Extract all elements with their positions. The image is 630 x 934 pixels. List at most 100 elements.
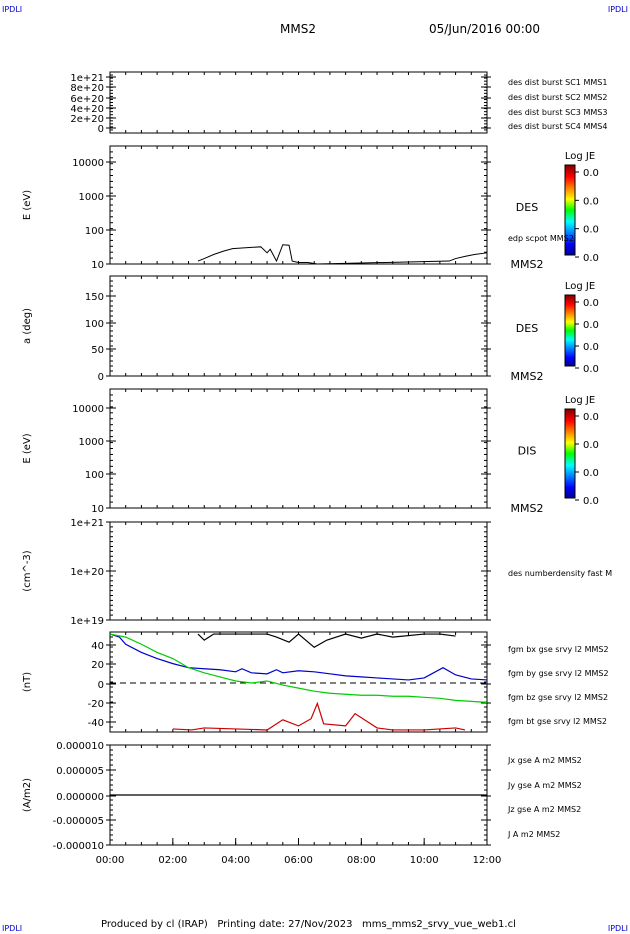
corner-label-bottom-right: IPDLI	[607, 924, 628, 933]
y-axis-label: (cm^-3)	[22, 550, 33, 591]
y-tick-label: 10000	[72, 158, 104, 169]
y-tick-label: -0.000010	[53, 841, 104, 852]
spacecraft-label: MMS2	[511, 502, 544, 515]
y-tick-label: 50	[91, 345, 104, 356]
colorbar-tick-label: 0.0	[583, 225, 599, 236]
y-tick-label: 1e+20	[70, 567, 104, 578]
panel-frame-6	[109, 631, 488, 733]
y-tick-label: 150	[85, 292, 104, 303]
legend-entry: Jx gse A m2 MMS2	[507, 756, 582, 765]
colorbar-title: Log JE	[565, 395, 595, 406]
colorbar-tick-label: 0.0	[583, 440, 599, 451]
spacecraft-title: MMS2	[280, 22, 316, 36]
colorbar-tick-label: 0.0	[583, 298, 599, 309]
legend-entry: fgm by gse srvy l2 MMS2	[508, 669, 609, 678]
legend-entry: fgm bx gse srvy l2 MMS2	[508, 645, 609, 654]
y-tick-label: 1e+21	[70, 518, 104, 529]
y-tick-label: 1000	[79, 437, 104, 448]
overlay-label: edp scpot MMS2	[508, 234, 574, 243]
x-tick-label: 12:00	[473, 855, 502, 866]
legend-entry: des dist burst SC1 MMS1	[508, 78, 607, 87]
y-tick-label: 10	[91, 504, 104, 515]
y-axis-label: a (deg)	[22, 308, 33, 344]
colorbar-title: Log JE	[565, 281, 595, 292]
y-axis-label: E (eV)	[22, 433, 33, 463]
colorbar	[564, 294, 576, 367]
instrument-label: DES	[516, 201, 538, 214]
series-line-1	[109, 633, 488, 681]
scpot-series	[197, 244, 488, 265]
y-axis-label: E (eV)	[22, 190, 33, 220]
panel-frame-5	[109, 521, 488, 621]
legend-entry: Jy gse A m2 MMS2	[507, 781, 582, 790]
x-tick-label: 00:00	[96, 855, 125, 866]
legend-entry: J A m2 MMS2	[507, 830, 560, 839]
colorbar	[564, 408, 576, 499]
legend-entry: Jz gse A m2 MMS2	[507, 805, 581, 814]
y-tick-label: 0	[98, 372, 104, 383]
colorbar-tick-label: 0.0	[583, 253, 599, 264]
x-tick-label: 02:00	[158, 855, 187, 866]
x-tick-label: 04:00	[221, 855, 250, 866]
legend-entry: des dist burst SC3 MMS3	[508, 108, 607, 117]
panel-frame-3	[109, 275, 488, 377]
spacecraft-label: MMS2	[511, 370, 544, 383]
legend-entry: des dist burst SC2 MMS2	[508, 93, 607, 102]
x-tick-label: 08:00	[347, 855, 376, 866]
y-axis-label: (nT)	[22, 672, 33, 692]
colorbar-tick-label: 0.0	[583, 342, 599, 353]
instrument-label: DES	[516, 322, 538, 335]
corner-label-bottom-left: IPDLI	[2, 924, 23, 933]
series-line-2	[109, 633, 488, 704]
y-tick-label: -0.000005	[53, 816, 104, 827]
corner-label-top-right: IPDLI	[607, 5, 628, 14]
series-line-4	[197, 633, 456, 649]
y-tick-label: -20	[88, 699, 104, 710]
spacecraft-label: MMS2	[511, 258, 544, 271]
y-axis-label: (A/m2)	[22, 778, 33, 812]
y-tick-label: 0.000010	[56, 741, 104, 752]
y-tick-label: 40	[91, 641, 104, 652]
colorbar-tick-label: 0.0	[583, 412, 599, 423]
y-tick-label: 1000	[79, 192, 104, 203]
x-tick-label: 10:00	[410, 855, 439, 866]
y-tick-label: 1e+21	[70, 73, 104, 84]
y-tick-label: 20	[91, 660, 104, 671]
y-tick-label: 1e+19	[70, 616, 104, 627]
y-tick-label: 0	[98, 124, 104, 135]
y-tick-label: 0.000005	[56, 766, 104, 777]
colorbar-tick-label: 0.0	[583, 364, 599, 375]
colorbar-title: Log JE	[565, 151, 595, 162]
date-title: 05/Jun/2016 00:00	[429, 22, 541, 36]
legend-entry: fgm bz gse srvy l2 MMS2	[508, 693, 608, 702]
colorbar-tick-label: 0.0	[583, 320, 599, 331]
y-tick-label: 8e+20	[70, 83, 104, 94]
y-tick-label: 100	[85, 319, 104, 330]
panel-frame-4	[109, 388, 488, 509]
legend-entry: fgm bt gse srvy l2 MMS2	[508, 717, 607, 726]
panel-frame-1	[109, 71, 488, 134]
y-tick-label: 100	[85, 226, 104, 237]
colorbar-tick-label: 0.0	[583, 496, 599, 507]
footer-credits: Produced by cl (IRAP) Printing date: 27/…	[101, 919, 516, 930]
y-tick-label: 10000	[72, 404, 104, 415]
x-tick-label: 06:00	[284, 855, 313, 866]
y-tick-label: 10	[91, 260, 104, 271]
y-tick-label: 100	[85, 470, 104, 481]
instrument-label: DIS	[518, 445, 537, 458]
y-tick-label: -40	[88, 718, 104, 729]
series-line-3	[172, 701, 466, 731]
panel-frame-2	[109, 145, 488, 265]
corner-label-top-left: IPDLI	[2, 5, 23, 14]
colorbar-tick-label: 0.0	[583, 168, 599, 179]
colorbar-tick-label: 0.0	[583, 196, 599, 207]
colorbar-tick-label: 0.0	[583, 468, 599, 479]
y-tick-label: 0.000000	[56, 792, 104, 803]
y-tick-label: 6e+20	[70, 94, 104, 105]
legend-entry: des dist burst SC4 MMS4	[508, 122, 607, 131]
legend-entry: des numberdensity fast M	[508, 569, 612, 578]
y-tick-label: 4e+20	[70, 104, 104, 115]
y-tick-label: 2e+20	[70, 114, 104, 125]
y-tick-label: 0	[98, 680, 104, 691]
